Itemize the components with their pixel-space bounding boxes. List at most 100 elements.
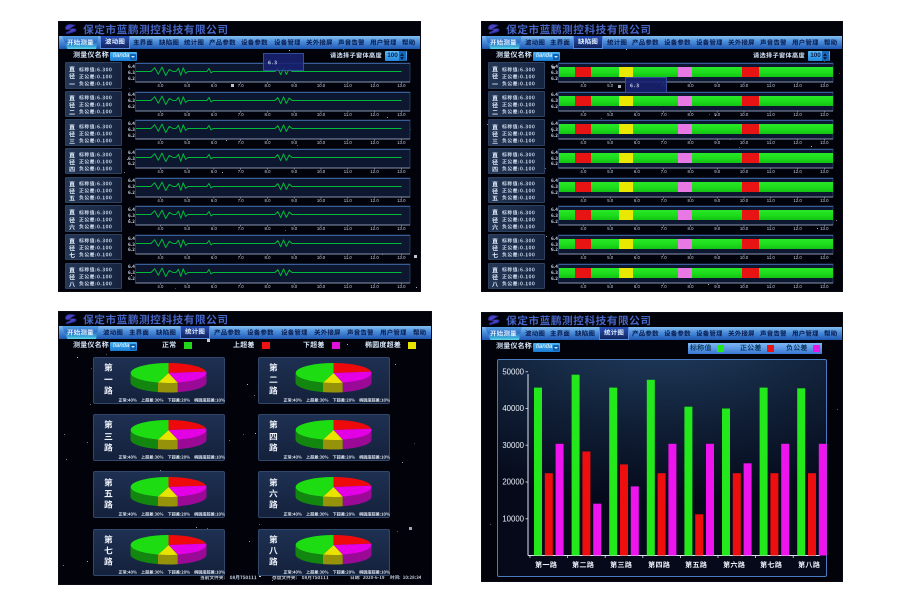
svg-text:13.0: 13.0 <box>397 226 406 231</box>
svg-text:6.0: 6.0 <box>211 169 218 174</box>
svg-text:10.0: 10.0 <box>740 284 749 289</box>
svg-text:10.0: 10.0 <box>317 112 326 117</box>
svg-text:6.0: 6.0 <box>211 112 218 117</box>
svg-text:4.0: 4.0 <box>580 140 587 145</box>
svg-text:12.0: 12.0 <box>793 226 802 231</box>
svg-text:5.0: 5.0 <box>607 112 614 117</box>
svg-text:13.0: 13.0 <box>820 140 829 145</box>
svg-text:8.0: 8.0 <box>265 255 272 260</box>
svg-text:7.0: 7.0 <box>238 140 245 145</box>
svg-text:4.0: 4.0 <box>580 198 587 203</box>
svg-text:6.0: 6.0 <box>211 140 218 145</box>
svg-text:4.0: 4.0 <box>580 83 587 88</box>
svg-text:8.0: 8.0 <box>265 112 272 117</box>
svg-text:12.0: 12.0 <box>793 112 802 117</box>
svg-text:5.0: 5.0 <box>184 226 191 231</box>
svg-text:5.0: 5.0 <box>607 255 614 260</box>
svg-text:8.0: 8.0 <box>265 284 272 289</box>
svg-text:13.0: 13.0 <box>820 255 829 260</box>
svg-text:4.0: 4.0 <box>157 226 164 231</box>
svg-text:11.0: 11.0 <box>767 255 776 260</box>
svg-text:12.0: 12.0 <box>793 169 802 174</box>
svg-text:8.0: 8.0 <box>265 169 272 174</box>
svg-text:10.0: 10.0 <box>740 169 749 174</box>
svg-text:9.0: 9.0 <box>291 83 298 88</box>
svg-text:11.0: 11.0 <box>344 112 353 117</box>
svg-text:13.0: 13.0 <box>820 226 829 231</box>
svg-text:12.0: 12.0 <box>370 198 379 203</box>
svg-text:20000: 20000 <box>502 478 524 487</box>
svg-text:5.0: 5.0 <box>184 284 191 289</box>
svg-text:9.0: 9.0 <box>291 226 298 231</box>
svg-text:10.0: 10.0 <box>317 284 326 289</box>
svg-text:12.0: 12.0 <box>793 83 802 88</box>
svg-text:4.0: 4.0 <box>157 198 164 203</box>
svg-text:13.0: 13.0 <box>397 198 406 203</box>
svg-text:30000: 30000 <box>502 441 524 450</box>
svg-text:6.0: 6.0 <box>634 255 641 260</box>
svg-text:11.0: 11.0 <box>767 169 776 174</box>
svg-text:5.0: 5.0 <box>607 198 614 203</box>
svg-text:11.0: 11.0 <box>767 198 776 203</box>
svg-text:10.0: 10.0 <box>740 198 749 203</box>
svg-text:5.0: 5.0 <box>184 198 191 203</box>
svg-text:5.0: 5.0 <box>607 83 614 88</box>
svg-text:10000: 10000 <box>502 514 524 523</box>
svg-text:7.0: 7.0 <box>238 255 245 260</box>
svg-text:10.0: 10.0 <box>740 83 749 88</box>
svg-text:12.0: 12.0 <box>370 83 379 88</box>
svg-text:9.0: 9.0 <box>714 112 721 117</box>
svg-text:12.0: 12.0 <box>793 255 802 260</box>
svg-text:6.0: 6.0 <box>211 83 218 88</box>
svg-text:13.0: 13.0 <box>820 198 829 203</box>
svg-text:8.0: 8.0 <box>688 140 695 145</box>
svg-text:7.0: 7.0 <box>661 140 668 145</box>
svg-text:7.0: 7.0 <box>238 169 245 174</box>
svg-text:4.0: 4.0 <box>157 83 164 88</box>
svg-text:10.0: 10.0 <box>317 83 326 88</box>
svg-text:11.0: 11.0 <box>344 255 353 260</box>
svg-text:10.0: 10.0 <box>740 226 749 231</box>
svg-text:5.0: 5.0 <box>607 169 614 174</box>
svg-text:4.0: 4.0 <box>157 112 164 117</box>
svg-text:6.0: 6.0 <box>634 284 641 289</box>
svg-text:12.0: 12.0 <box>370 169 379 174</box>
svg-text:8.0: 8.0 <box>688 284 695 289</box>
svg-text:7.0: 7.0 <box>661 198 668 203</box>
svg-text:12.0: 12.0 <box>370 112 379 117</box>
svg-text:8.0: 8.0 <box>265 83 272 88</box>
svg-text:4.0: 4.0 <box>580 255 587 260</box>
svg-text:5.0: 5.0 <box>607 284 614 289</box>
svg-text:7.0: 7.0 <box>238 284 245 289</box>
svg-text:5.0: 5.0 <box>607 226 614 231</box>
svg-text:40000: 40000 <box>502 404 524 413</box>
svg-text:13.0: 13.0 <box>397 112 406 117</box>
svg-text:4.0: 4.0 <box>157 140 164 145</box>
svg-text:7.0: 7.0 <box>238 112 245 117</box>
svg-text:6.0: 6.0 <box>634 112 641 117</box>
svg-text:10.0: 10.0 <box>740 255 749 260</box>
svg-text:9.0: 9.0 <box>291 284 298 289</box>
svg-text:11.0: 11.0 <box>344 226 353 231</box>
svg-text:10.0: 10.0 <box>317 198 326 203</box>
svg-text:13.0: 13.0 <box>397 140 406 145</box>
svg-text:6.0: 6.0 <box>634 140 641 145</box>
svg-text:11.0: 11.0 <box>344 140 353 145</box>
svg-text:9.0: 9.0 <box>714 198 721 203</box>
svg-text:7.0: 7.0 <box>661 112 668 117</box>
svg-text:4.0: 4.0 <box>580 284 587 289</box>
svg-text:13.0: 13.0 <box>820 112 829 117</box>
svg-text:9.0: 9.0 <box>714 140 721 145</box>
svg-text:13.0: 13.0 <box>397 169 406 174</box>
svg-text:8.0: 8.0 <box>688 226 695 231</box>
svg-text:7.0: 7.0 <box>661 255 668 260</box>
svg-text:4.0: 4.0 <box>157 255 164 260</box>
svg-text:11.0: 11.0 <box>767 112 776 117</box>
svg-text:8.0: 8.0 <box>265 226 272 231</box>
svg-text:10.0: 10.0 <box>317 169 326 174</box>
svg-text:6.0: 6.0 <box>634 198 641 203</box>
svg-text:11.0: 11.0 <box>344 198 353 203</box>
svg-text:11.0: 11.0 <box>767 83 776 88</box>
svg-text:10.0: 10.0 <box>317 226 326 231</box>
svg-text:12.0: 12.0 <box>370 284 379 289</box>
